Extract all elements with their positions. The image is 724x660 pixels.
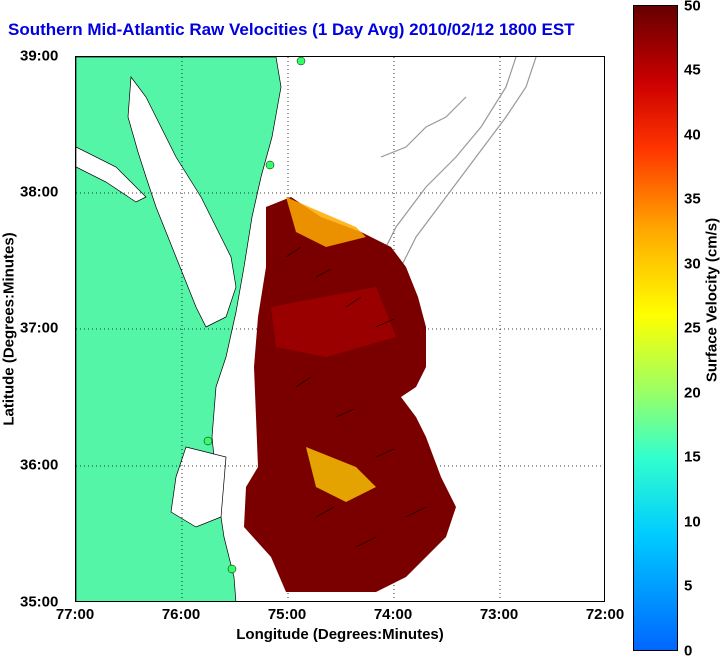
station-marker bbox=[296, 57, 306, 66]
y-tick: 38:00 bbox=[20, 183, 59, 201]
colorbar-tick: 45 bbox=[684, 61, 701, 79]
colorbar-tick: 35 bbox=[684, 190, 701, 208]
map-title: Southern Mid-Atlantic Raw Velocities (1 … bbox=[8, 20, 575, 39]
colorbar-tick: 0 bbox=[684, 642, 693, 660]
colorbar-tick: 15 bbox=[684, 448, 701, 466]
colorbar-tick: 30 bbox=[684, 255, 701, 273]
y-axis-label: Latitude (Degrees:Minutes) bbox=[0, 232, 18, 426]
y-tick: 36:00 bbox=[20, 456, 59, 474]
x-tick: 75:00 bbox=[267, 606, 307, 623]
velocity-arrows bbox=[285, 246, 427, 548]
station-marker bbox=[203, 436, 213, 446]
colorbar-label: Surface Velocity (cm/s) bbox=[703, 217, 721, 383]
y-tick: 35:00 bbox=[20, 593, 59, 611]
station-marker bbox=[227, 564, 237, 574]
velocity-field bbox=[244, 197, 456, 592]
colorbar-tick: 50 bbox=[684, 0, 701, 15]
station-marker bbox=[265, 160, 275, 170]
x-tick: 72:00 bbox=[585, 606, 625, 623]
x-tick: 77:00 bbox=[55, 606, 95, 623]
colorbar bbox=[633, 5, 678, 651]
colorbar-tick: 5 bbox=[684, 577, 693, 595]
colorbar-tick: 20 bbox=[684, 384, 701, 402]
map-canvas bbox=[76, 57, 604, 601]
colorbar-tick: 25 bbox=[684, 319, 701, 337]
colorbar-tick: 40 bbox=[684, 126, 701, 144]
colorbar-tick: 10 bbox=[684, 513, 701, 531]
y-tick: 37:00 bbox=[20, 319, 59, 337]
y-tick: 39:00 bbox=[20, 47, 59, 65]
x-axis-label: Longitude (Degrees:Minutes) bbox=[236, 626, 444, 643]
velocity-mid bbox=[271, 287, 396, 357]
map-plot-area bbox=[75, 56, 605, 602]
bay-inlet bbox=[76, 146, 147, 203]
velocity-highlight bbox=[286, 197, 366, 247]
velocity-highlight-2 bbox=[306, 447, 376, 502]
sound-water bbox=[170, 446, 227, 528]
x-tick: 73:00 bbox=[479, 606, 519, 623]
x-tick: 74:00 bbox=[373, 606, 413, 623]
x-tick: 76:00 bbox=[161, 606, 201, 623]
